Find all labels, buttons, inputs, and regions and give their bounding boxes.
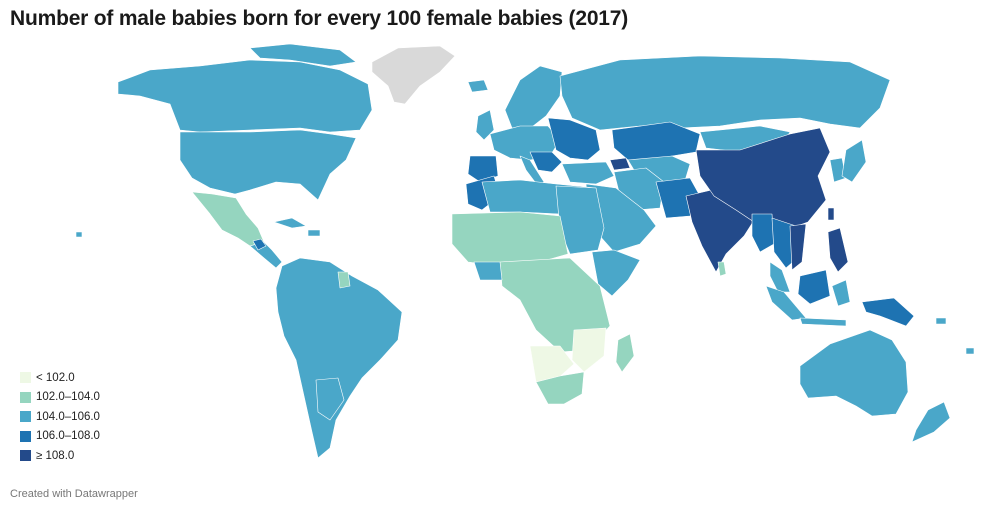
legend-item-106-108: 106.0–108.0 <box>20 427 100 447</box>
region-vietnam <box>789 223 807 271</box>
footer-credit: Created with Datawrapper <box>10 488 138 500</box>
legend-swatch <box>20 450 31 462</box>
region-fiji <box>965 347 975 355</box>
region-myanmar <box>751 213 775 253</box>
region-sumatra <box>765 285 807 321</box>
legend-swatch <box>20 411 31 423</box>
legend-swatch <box>20 430 31 442</box>
region-gulf-coast <box>473 261 503 281</box>
region-new-zealand <box>911 401 951 443</box>
region-turkey-levant <box>561 161 615 185</box>
region-southeast-africa-low <box>571 327 607 373</box>
region-china <box>695 127 831 231</box>
region-hispaniola <box>307 229 321 237</box>
region-sahel-west <box>451 211 569 267</box>
chart-title: Number of male babies born for every 100… <box>10 7 629 30</box>
region-uk <box>475 109 495 141</box>
region-hawaii <box>75 231 83 238</box>
region-guyana <box>337 271 351 289</box>
legend-label: < 102.0 <box>36 371 75 384</box>
legend-label: 104.0–106.0 <box>36 410 100 423</box>
region-australia <box>799 329 909 417</box>
legend-swatch <box>20 391 31 403</box>
region-arctic-islands <box>249 43 357 67</box>
region-borneo <box>797 269 831 305</box>
legend-item-104-106: 104.0–106.0 <box>20 407 100 427</box>
legend-item-102-104: 102.0–104.0 <box>20 388 100 408</box>
region-sulawesi <box>831 279 851 307</box>
region-kazakhstan <box>611 121 701 161</box>
region-taiwan <box>827 207 835 221</box>
legend-label: 106.0–108.0 <box>36 430 100 443</box>
legend-item-ge108: ≥ 108.0 <box>20 446 100 466</box>
region-guatemala <box>252 238 267 251</box>
region-balkans <box>529 151 563 173</box>
region-russia <box>559 55 891 131</box>
region-eastern-europe <box>547 117 601 161</box>
region-south-america <box>275 257 403 459</box>
region-caucasus <box>609 157 631 171</box>
region-iceland <box>467 79 489 93</box>
region-mexico <box>191 191 265 247</box>
legend-swatch <box>20 372 31 384</box>
region-greenland <box>371 45 456 105</box>
region-new-guinea <box>861 297 915 327</box>
legend-label: ≥ 108.0 <box>36 449 75 462</box>
region-argentina-interior <box>315 377 345 421</box>
region-java <box>799 317 847 327</box>
region-philippines <box>827 227 849 273</box>
region-southern-africa-low <box>529 345 575 383</box>
legend-item-lt102: < 102.0 <box>20 368 100 388</box>
region-canada-alaska <box>117 59 373 133</box>
region-usa <box>179 129 357 201</box>
region-sri-lanka <box>717 261 727 277</box>
region-pacific-islands <box>935 317 947 325</box>
legend: < 102.0 102.0–104.0 104.0–106.0 106.0–10… <box>20 368 100 466</box>
region-madagascar <box>615 333 635 373</box>
region-south-africa <box>535 371 585 405</box>
region-japan <box>841 139 867 183</box>
legend-label: 102.0–104.0 <box>36 391 100 404</box>
region-cuba <box>273 217 307 229</box>
